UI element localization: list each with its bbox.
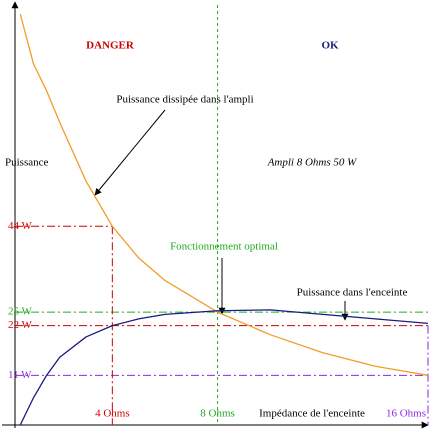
x-axis-label: Impédance de l'enceinte: [259, 408, 365, 420]
x-tick-label: 4 Ohms: [95, 408, 130, 420]
x-tick-label: 8 Ohms: [200, 408, 235, 420]
annotation: Puissance dissipée dans l'ampli: [116, 94, 253, 106]
y-tick-label: 25 W: [8, 306, 33, 318]
series-line: [19, 309, 429, 426]
arrow: [94, 109, 166, 196]
y-tick-label: 44 W: [8, 220, 33, 232]
y-axis-label: Puissance: [5, 157, 49, 169]
y-tick-label: 22 W: [8, 319, 33, 331]
ok-label: OK: [321, 40, 339, 52]
y-tick-label: 11 W: [8, 369, 32, 381]
x-tick-label: 16 Ohms: [386, 408, 426, 420]
annotation: Puissance dans l'enceinte: [297, 287, 408, 299]
subtitle: Ampli 8 Ohms 50 W: [267, 157, 357, 169]
series-line: [19, 13, 429, 376]
annotation: Fonctionnement optimal: [170, 241, 278, 253]
danger-label: DANGER: [86, 40, 135, 52]
